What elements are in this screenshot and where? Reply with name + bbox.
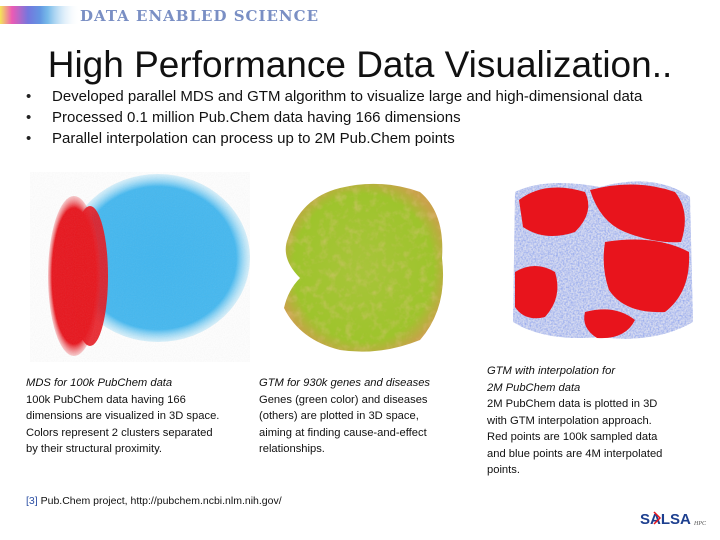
bullet-icon: •: [26, 109, 32, 126]
dataset-title: DATA ENABLED SCIENCE: [80, 7, 320, 25]
gtm-interpolation-figure: [513, 181, 693, 339]
reference-citation: [3] Pub.Chem project, http://pubchem.ncb…: [26, 495, 282, 507]
svg-text:HPC: HPC: [693, 521, 707, 527]
gtm-caption: GTM for 930k genes and diseases Genes (g…: [259, 377, 431, 455]
red-sampled-clusters: [515, 184, 690, 339]
bullet-list: • Developed parallel MDS and GTM algorith…: [26, 86, 642, 149]
salsa-logo: SALSA HPC: [640, 511, 707, 528]
bullet-item: • Parallel interpolation can process up t…: [26, 130, 455, 147]
disease-points: [284, 183, 444, 352]
header-banner: [0, 6, 80, 24]
mds-caption: MDS for 100k PubChem data 100k PubChem d…: [26, 377, 220, 455]
mds-scatter-figure: [30, 172, 250, 362]
bullet-item: • Processed 0.1 million Pub.Chem data hav…: [26, 109, 461, 126]
interpolation-caption: GTM with interpolation for 2M PubChem da…: [487, 365, 663, 476]
page-title: High Performance Data Visualization..: [47, 44, 673, 85]
bullet-icon: •: [26, 130, 32, 147]
svg-text:SALSA: SALSA: [640, 511, 691, 528]
bullet-icon: •: [26, 88, 32, 105]
bullet-item: • Developed parallel MDS and GTM algorith…: [26, 88, 643, 105]
gtm-genes-figure: [284, 183, 444, 352]
